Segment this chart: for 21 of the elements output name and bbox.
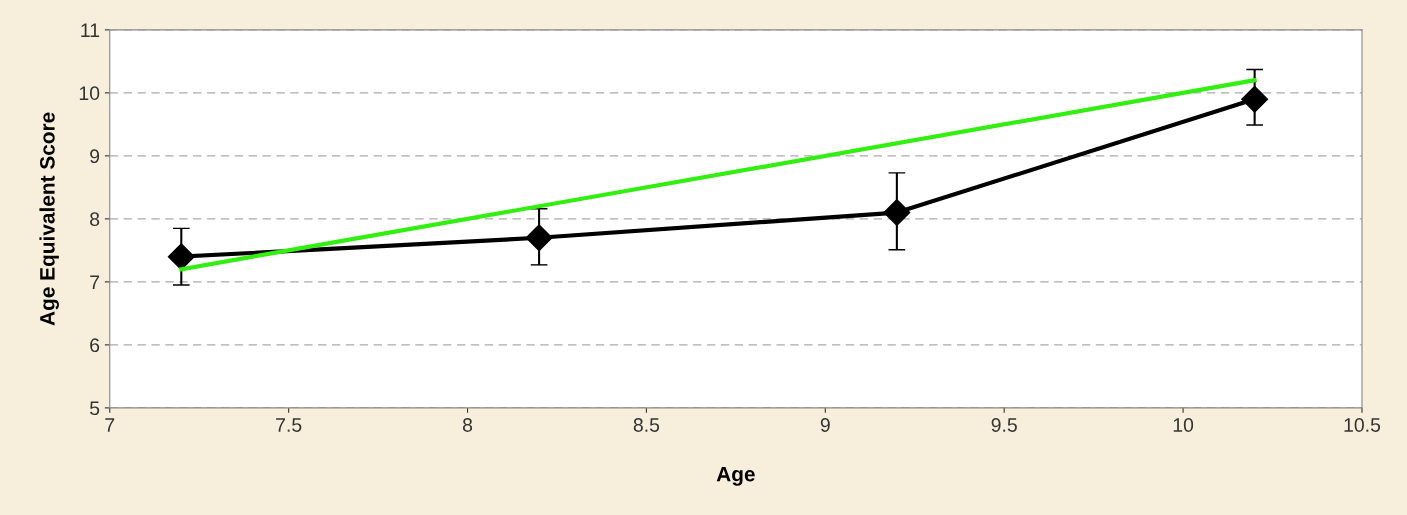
y-tick-label: 5 [89,401,100,416]
y-tick-label: 10 [79,86,100,101]
x-tick-label: 10.5 [1344,418,1381,432]
x-tick-label: 8.5 [633,418,660,432]
y-tick-label: 8 [90,212,100,227]
x-tick-label: 7 [105,418,115,432]
point [1241,85,1269,113]
x-tick-label: 9 [820,418,830,432]
x-axis-title: Age [716,466,755,486]
y-axis-title: Age Equivalent Score [39,112,59,326]
x-tick-label: 9.5 [991,418,1017,432]
point [525,224,553,252]
x-tick-label: 8 [462,418,473,432]
point [167,243,195,271]
point [883,199,911,227]
y-tick-label: 6 [90,338,100,353]
x-tick-label: 7.5 [276,418,302,432]
y-tick-label: 9 [90,149,100,164]
x-tick-label: 10 [1173,418,1194,432]
y-tick-label: 11 [81,23,100,37]
y-tick-label: 7 [90,275,100,289]
